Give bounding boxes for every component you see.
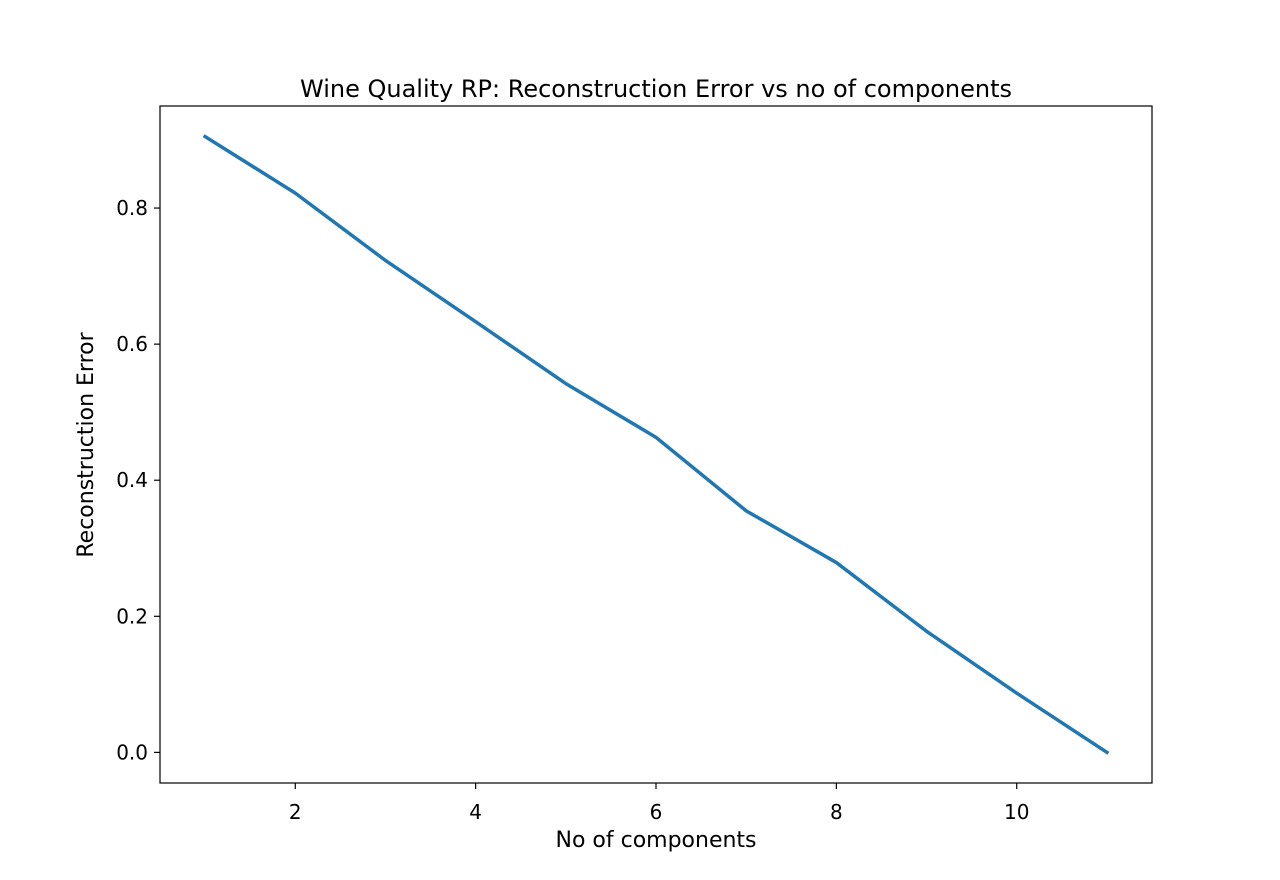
plot-frame: [159, 105, 1153, 784]
y-tick-label: 0.6: [116, 332, 148, 356]
x-tick-label: 10: [1004, 800, 1029, 824]
y-axis-ticks: 0.0 0.2 0.4 0.6 0.8: [116, 196, 160, 764]
x-tick-label: 8: [830, 800, 843, 824]
chart-title: Wine Quality RP: Reconstruction Error vs…: [300, 75, 1012, 103]
y-tick-label: 0.2: [116, 604, 148, 628]
x-tick-label: 4: [469, 800, 482, 824]
x-axis-ticks: 2 4 6 8 10: [289, 783, 1029, 824]
y-tick-label: 0.8: [116, 196, 148, 220]
y-axis-label: Reconstruction Error: [74, 331, 99, 557]
series-layer: [202, 134, 1110, 755]
y-tick-label: 0.4: [116, 468, 148, 492]
x-tick-label: 6: [650, 800, 663, 824]
series-line: [202, 134, 1110, 755]
x-tick-label: 2: [289, 800, 302, 824]
x-axis-label: No of components: [555, 828, 756, 853]
y-tick-label: 0.0: [116, 740, 148, 764]
plot-area: [160, 106, 1152, 783]
